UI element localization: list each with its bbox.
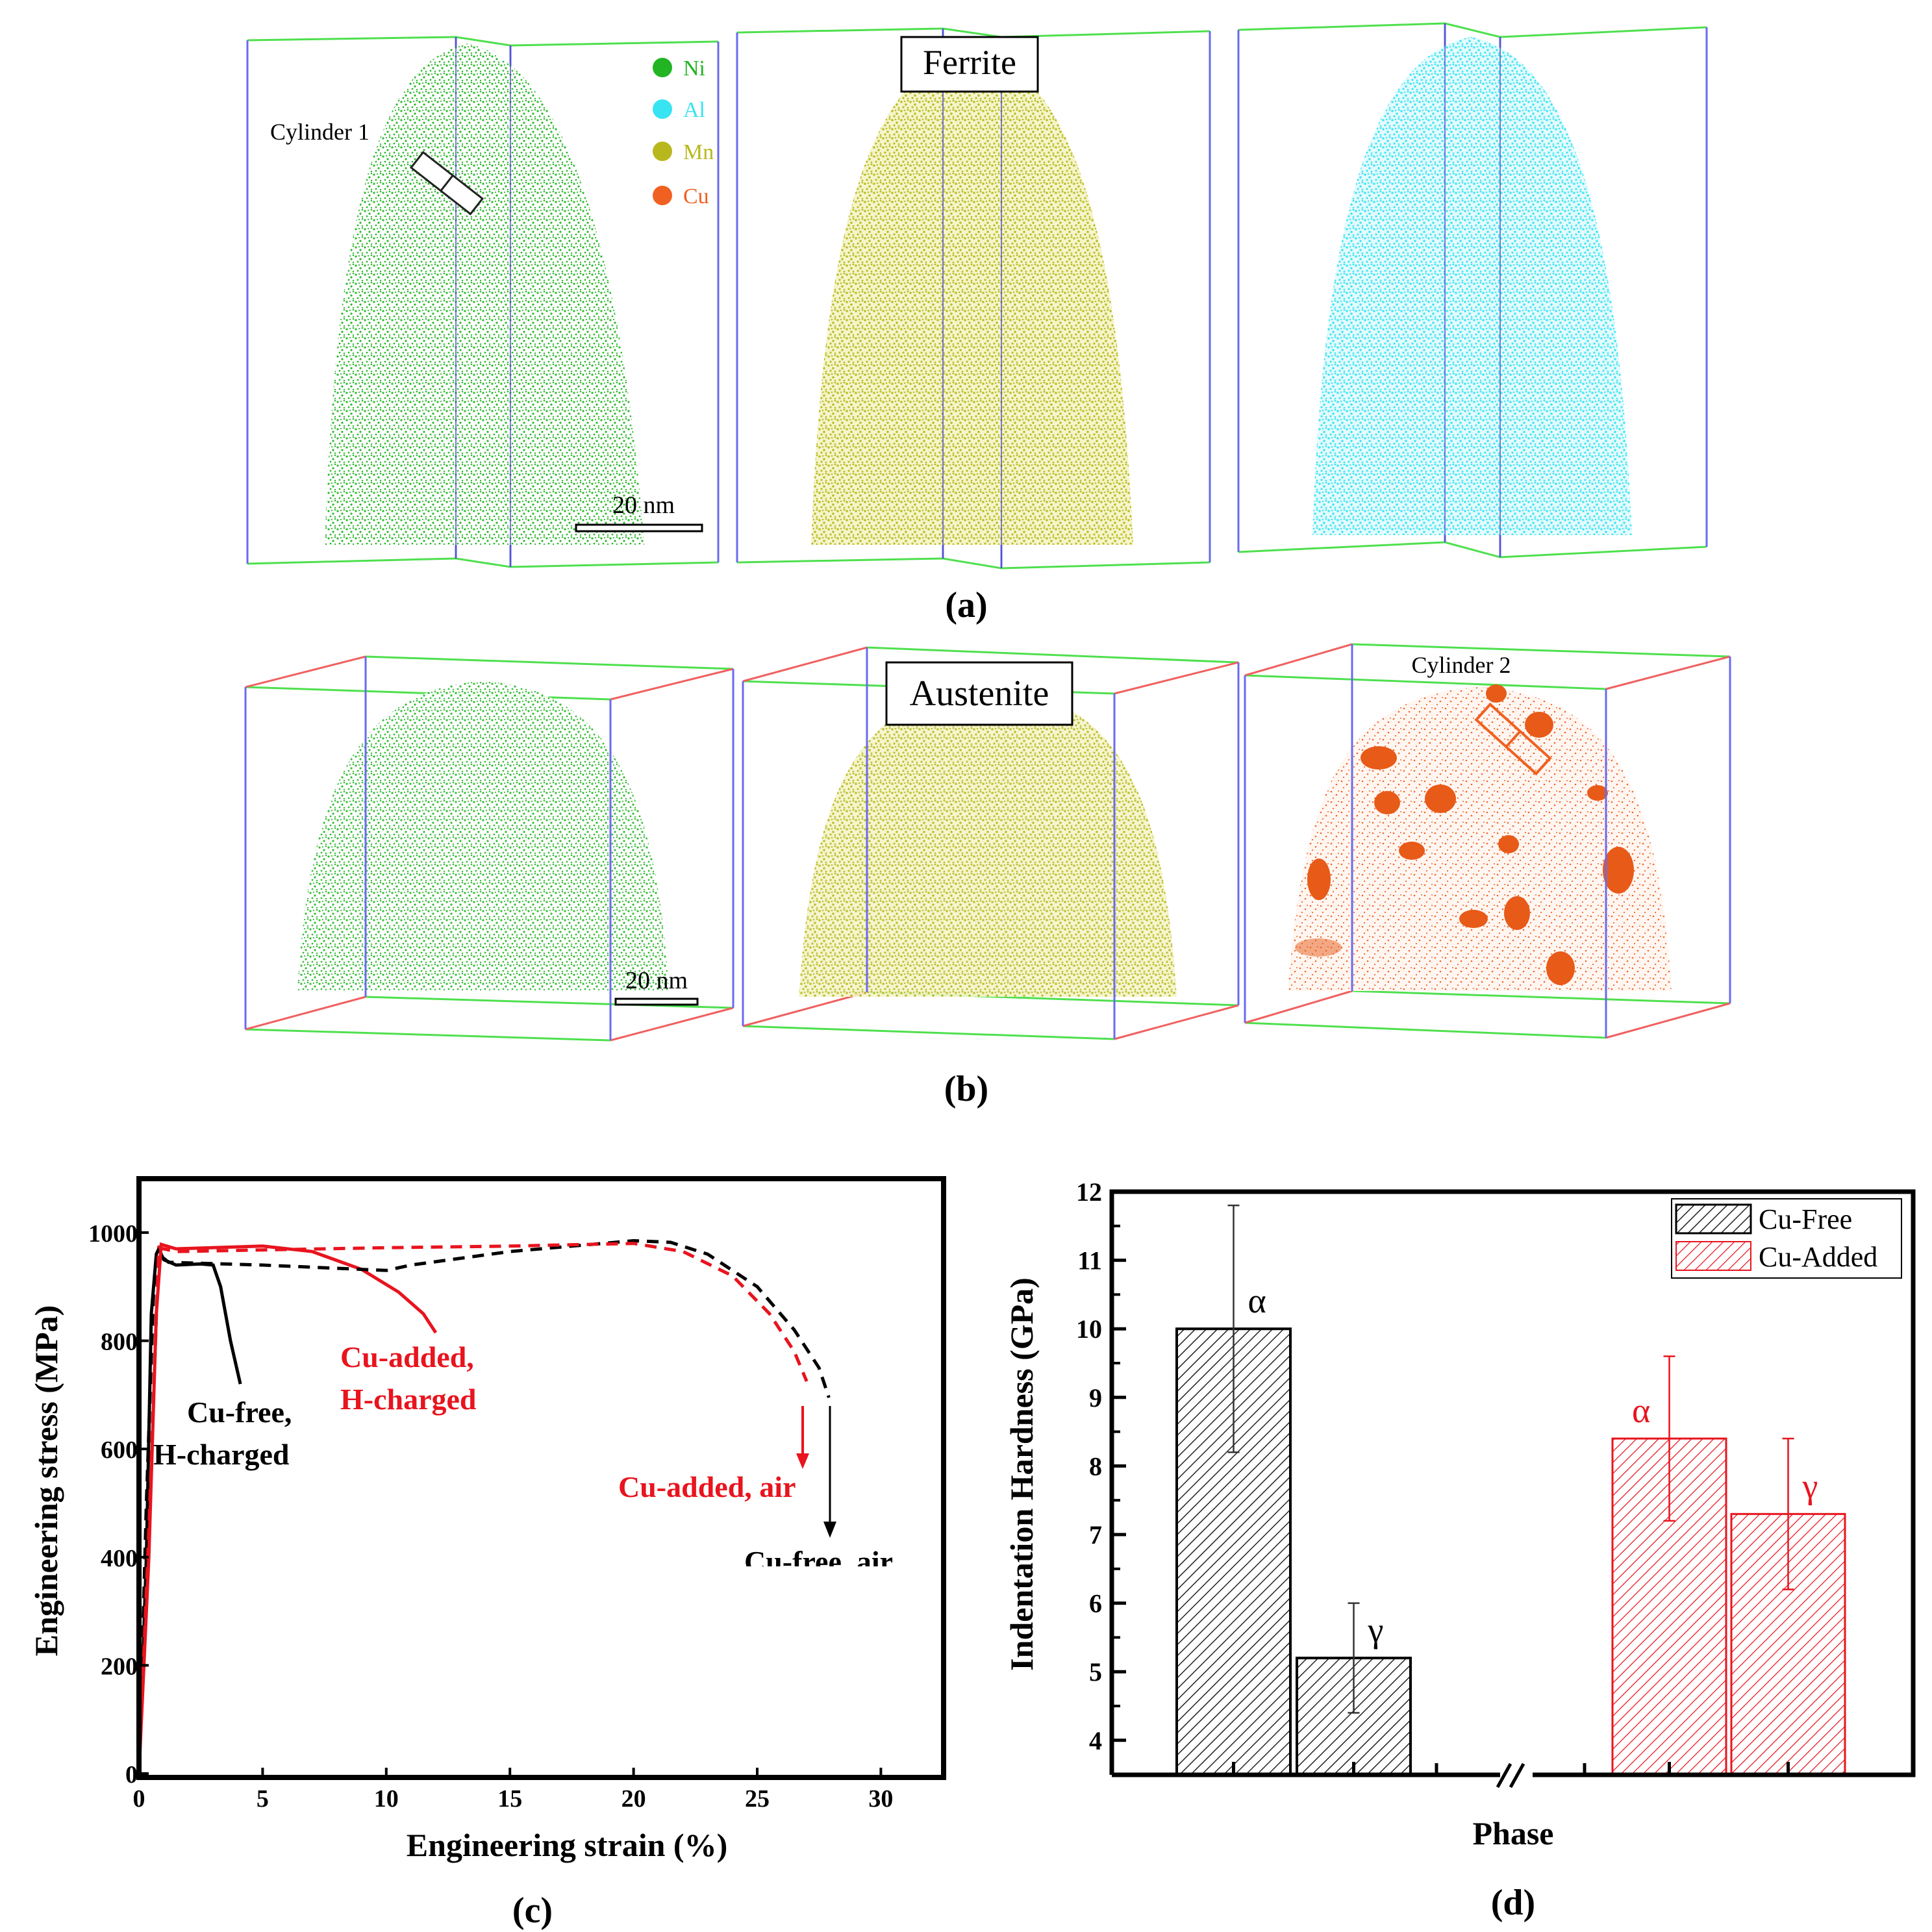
cylinder-2-label: Cylinder 2	[1412, 652, 1511, 678]
plot-frame	[136, 1176, 946, 1780]
x-tick-label: 25	[745, 1785, 770, 1813]
panel-c-caption: (c)	[512, 1890, 553, 1931]
y-tick-label: 10	[1076, 1314, 1102, 1344]
black-arrow	[823, 1406, 836, 1538]
phase-label: α	[1248, 1281, 1266, 1320]
ni-atom-cloud-ferrite	[325, 44, 644, 545]
y-tick-label: 800	[101, 1329, 138, 1356]
label-line: H-charged	[340, 1383, 477, 1416]
scale-bar-label: 20 nm	[625, 967, 688, 994]
x-tick-label: 15	[497, 1785, 522, 1813]
y-axis-label: Engineering stress (MPa)	[28, 1305, 64, 1657]
y-tick-label: 5	[1089, 1657, 1102, 1687]
mn-atom-cloud-austenite	[799, 687, 1177, 997]
panel-b: Austenite Cylinder 2 20 nm (b)	[244, 643, 1731, 1109]
axis-ticks: 4 5 6 7 8 9 10 11 12	[1076, 1177, 1587, 1775]
cu-added-air-label: Cu-added, air	[618, 1470, 796, 1503]
red-arrow	[796, 1406, 809, 1469]
panel-b-caption: (b)	[944, 1069, 988, 1109]
legend-label: Cu-Free	[1759, 1203, 1852, 1235]
ni-legend-marker	[653, 58, 672, 77]
cu-precipitates	[1295, 684, 1634, 985]
legend-label: Cu-Added	[1759, 1241, 1877, 1273]
series-line-cu-added-h-charged	[137, 1242, 438, 1774]
x-axis-label: Engineering strain (%)	[407, 1827, 727, 1863]
x-tick-label: 20	[621, 1785, 646, 1813]
legend-label: Al	[683, 98, 705, 122]
panel-d-caption: (d)	[1491, 1883, 1535, 1923]
chart-legend: Cu-Free Cu-Added	[1671, 1198, 1902, 1279]
y-tick-label: 600	[101, 1436, 138, 1464]
y-tick-label: 12	[1076, 1177, 1102, 1207]
y-tick-label: 200	[101, 1653, 138, 1680]
y-tick-label: 0	[125, 1761, 138, 1788]
x-tick-label: 30	[868, 1785, 893, 1813]
mn-legend-marker	[653, 142, 672, 161]
mn-atom-cloud-ferrite	[811, 49, 1133, 545]
scale-bar	[614, 997, 699, 1006]
panel-a-caption: (a)	[945, 585, 987, 625]
y-tick-label: 8	[1089, 1451, 1102, 1481]
stress-strain-curves	[137, 1238, 831, 1774]
series-line-cu-free-h-charged	[137, 1244, 242, 1774]
hardness-bar-chart: α γ α γ 4 5 6 7 8 9 10 11 12 Indentation Hardness (…	[1003, 1177, 1916, 1923]
axis-break-icon	[1496, 1763, 1525, 1788]
legend-swatch-cu-added	[1675, 1241, 1751, 1271]
legend-swatch-cu-free	[1675, 1203, 1752, 1235]
ni-atom-cloud-austenite	[297, 681, 669, 991]
cylinder-1-marker	[409, 151, 484, 216]
stress-strain-chart: 0 5 10 15 20 25 30 0 200 400 600 800 1000 Engineerin…	[28, 1176, 946, 1931]
al-atom-cloud-ferrite	[1312, 37, 1632, 535]
x-tick-label: 10	[374, 1785, 399, 1813]
series-line-cu-added-air	[137, 1242, 809, 1774]
hardness-bars: α γ α γ	[1175, 1204, 1846, 1777]
x-tick-label: 5	[257, 1785, 269, 1813]
y-tick-label: 7	[1089, 1520, 1102, 1549]
apt-box-frame	[1244, 643, 1731, 1039]
y-tick-label: 11	[1077, 1246, 1102, 1275]
y-axis-label: Indentation Hardness (GPa)	[1003, 1277, 1040, 1671]
y-tick-label: 400	[101, 1545, 138, 1572]
scale-bar	[575, 523, 703, 533]
cu-atom-cloud-austenite	[1288, 687, 1672, 991]
axis-ticks: 0 5 10 15 20 25 30 0 200 400 600 800 1000	[88, 1220, 893, 1813]
ferrite-label: Ferrite	[923, 43, 1016, 82]
ferrite-label-box	[900, 36, 1039, 93]
cu-legend-marker	[653, 186, 672, 205]
cu-free-h-charged-label: Cu-free, H-charged	[153, 1396, 292, 1471]
cylinder-1-label: Cylinder 1	[270, 119, 370, 145]
y-tick-label: 6	[1089, 1589, 1102, 1618]
austenite-label-box	[885, 661, 1073, 726]
label-line: Cu-added,	[340, 1340, 474, 1374]
scale-bar-label: 20 nm	[612, 492, 675, 519]
al-legend-marker	[653, 99, 672, 119]
cylinder-2-marker	[1474, 702, 1552, 776]
x-tick-label: 0	[133, 1785, 145, 1813]
austenite-label: Austenite	[910, 673, 1049, 714]
legend-label: Mn	[683, 140, 714, 164]
y-tick-label: 4	[1089, 1726, 1102, 1755]
legend-label: Cu	[683, 184, 709, 208]
phase-label: α	[1632, 1391, 1650, 1430]
x-axis-label: Phase	[1473, 1815, 1554, 1851]
label-line: H-charged	[153, 1438, 290, 1471]
legend-label: Ni	[683, 56, 705, 81]
panel-a: Cylinder 1 Ni Al Mn Cu Ferrite 20 nm (a)	[246, 22, 1708, 625]
phase-label: γ	[1368, 1611, 1384, 1650]
element-legend: Ni Al Mn Cu	[653, 56, 714, 208]
cu-added-h-charged-label: Cu-added, H-charged	[340, 1340, 477, 1416]
label-line: Cu-free,	[187, 1396, 292, 1429]
y-tick-label: 1000	[88, 1220, 138, 1248]
phase-label: γ	[1802, 1466, 1818, 1505]
series-line-cu-free-air	[137, 1238, 831, 1774]
y-tick-label: 9	[1089, 1383, 1102, 1412]
